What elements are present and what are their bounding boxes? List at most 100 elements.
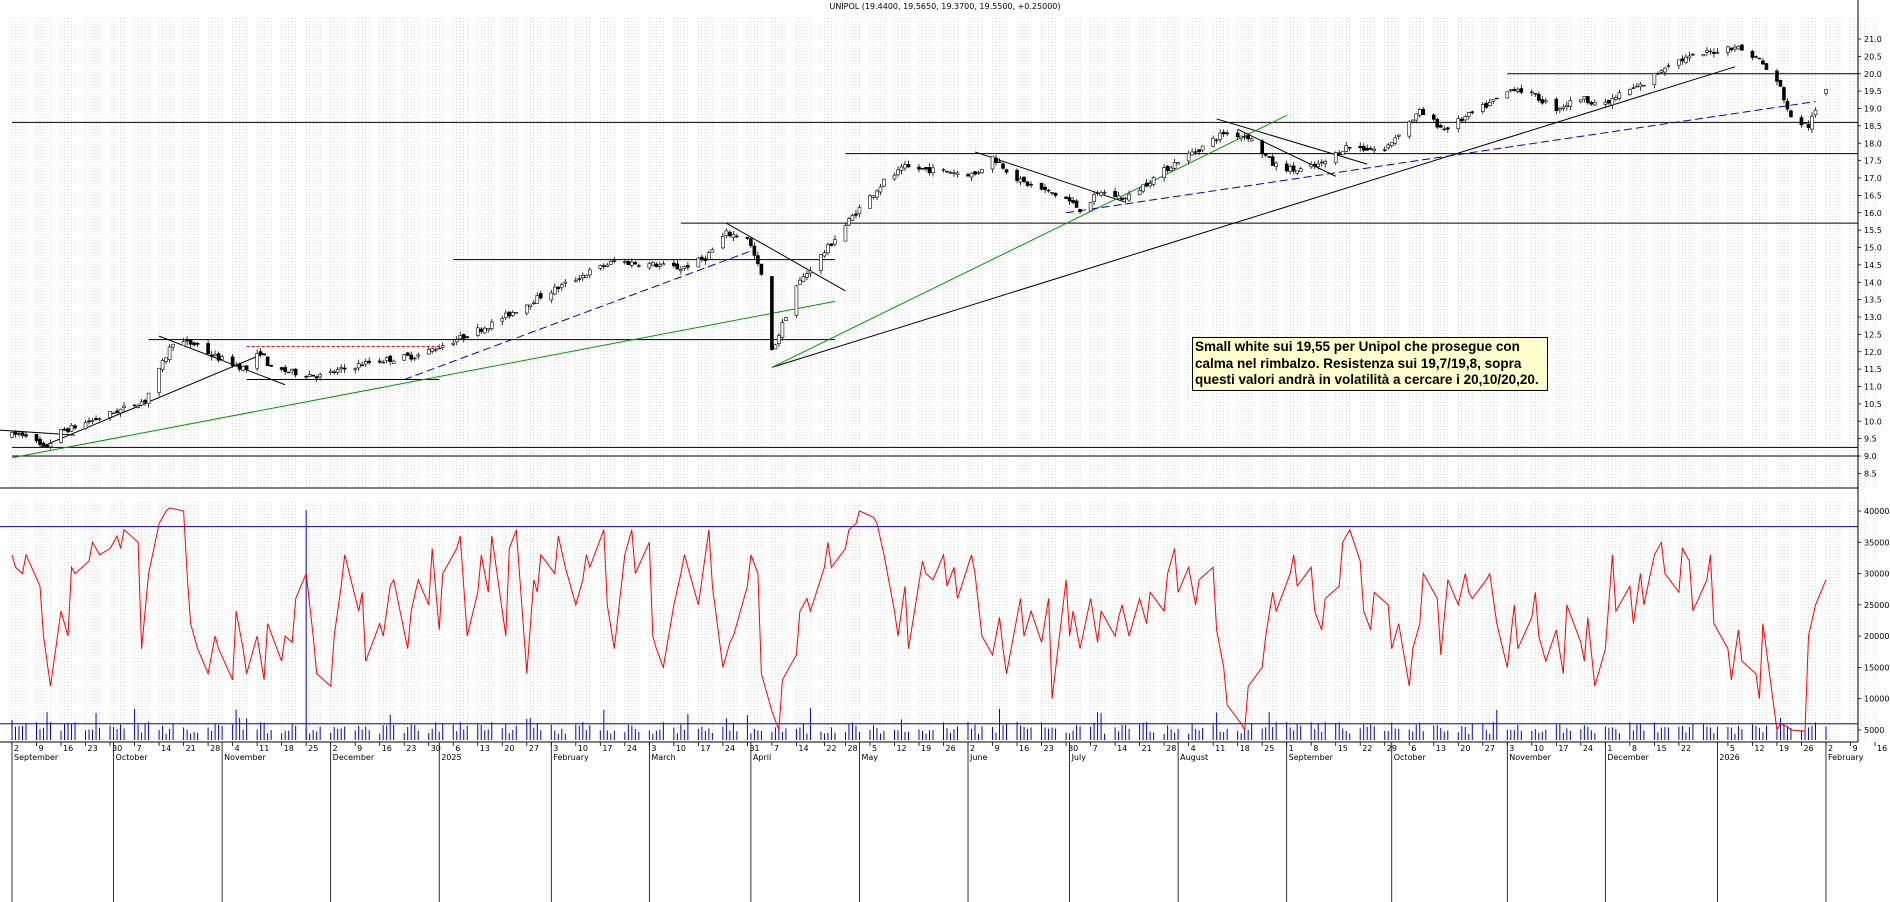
candle (623, 259, 627, 265)
candle (549, 289, 554, 304)
x-tick-label: 16 (382, 744, 392, 753)
candle-body (363, 360, 368, 365)
candle (1064, 196, 1068, 199)
candle (1663, 67, 1667, 77)
candle (1361, 143, 1366, 153)
candle (990, 155, 995, 173)
candle-body (244, 365, 249, 370)
candle (255, 349, 259, 372)
candle-body (111, 412, 116, 415)
x-tick-label: 28 (1166, 744, 1176, 753)
candle-body (482, 327, 487, 334)
candle-body (1530, 91, 1534, 94)
candle-body (328, 370, 333, 373)
y-tick-label: 15000 (1864, 663, 1889, 672)
candle-body (1337, 152, 1342, 155)
volume-bars (11, 708, 1827, 740)
candle-body (48, 443, 53, 448)
candle (1729, 47, 1734, 52)
candle-body (756, 255, 760, 264)
candle-body (192, 342, 196, 346)
candle (1438, 123, 1443, 129)
candle-body (185, 339, 189, 342)
x-tick-label: 17 (602, 744, 612, 753)
candle (185, 335, 189, 346)
trendline-blue-dashed (1065, 101, 1816, 214)
candle (454, 336, 459, 346)
candle-body (1235, 132, 1240, 138)
candle (850, 213, 855, 222)
candle (1684, 53, 1688, 65)
candle (146, 392, 151, 408)
candle-body (1568, 100, 1573, 107)
candle (1046, 188, 1051, 193)
candle (1078, 208, 1082, 215)
candle-body (69, 424, 74, 432)
candle (1558, 106, 1562, 114)
candle (206, 340, 210, 356)
candle (136, 403, 140, 409)
x-tick-label: 19 (921, 744, 931, 753)
candle (461, 333, 466, 343)
y-tick-label: 21.0 (1864, 35, 1882, 44)
candle (1659, 69, 1664, 74)
candle (1323, 159, 1328, 168)
price-y-axis: 8.5 9.0 9.5 10.0 10.5 11.0 11.5 12.0 12.5 13.0 13.… (1858, 35, 1882, 478)
candle-body (1291, 165, 1296, 172)
candle (230, 354, 235, 368)
candle-body (1022, 176, 1026, 182)
candle-body (391, 360, 396, 364)
candle (945, 170, 949, 174)
x-tick-label: 22 (1681, 744, 1691, 753)
candle (118, 408, 123, 417)
candle-body (1421, 108, 1426, 115)
candle (878, 183, 883, 196)
candle (1368, 146, 1373, 150)
candle (1099, 190, 1103, 198)
x-tick-label: 9 (39, 744, 44, 753)
candle (314, 375, 319, 382)
candle-body (1677, 59, 1681, 66)
candle (1347, 147, 1352, 152)
candle-body (1004, 169, 1009, 173)
candle (45, 444, 49, 448)
candle (672, 259, 676, 269)
candle (1463, 114, 1468, 124)
candle-body (808, 270, 813, 274)
y-tick-label: 12.0 (1864, 348, 1882, 357)
candle-body (878, 186, 883, 193)
candle (62, 427, 67, 432)
candle-body (164, 357, 168, 362)
candle-body (1190, 151, 1194, 156)
candle-body (752, 245, 757, 256)
candle-body (857, 207, 862, 215)
chart-title: UNIPOL (19.4400, 19.5650, 19.3700, 19.55… (829, 2, 1061, 11)
y-tick-label: 20.5 (1864, 52, 1882, 61)
x-tick-label: 3 (651, 744, 656, 753)
x-tick-label: 14 (1117, 744, 1127, 753)
candle-body (514, 312, 519, 314)
candle-body (1487, 102, 1492, 107)
x-tick-label: 21 (1142, 744, 1152, 753)
y-tick-label: 5000 (1864, 726, 1884, 735)
candle-body (1319, 161, 1324, 164)
candle (20, 431, 25, 439)
candle-body (1761, 60, 1765, 65)
candle (1200, 145, 1205, 153)
candle (805, 270, 809, 281)
candle-body (770, 276, 774, 350)
month-label: December (333, 753, 375, 762)
candle-body (1295, 170, 1299, 174)
candle-body (1176, 162, 1180, 165)
candle-body (871, 195, 876, 198)
x-tick-label: 22 (1362, 744, 1372, 753)
candle (59, 429, 63, 444)
candle (899, 163, 904, 175)
candle (637, 263, 641, 268)
candle-body (115, 410, 119, 414)
candle (759, 263, 764, 276)
candle-body (479, 328, 484, 332)
candle (756, 251, 760, 267)
x-tick-label: 25 (308, 744, 318, 753)
candle (328, 368, 333, 375)
